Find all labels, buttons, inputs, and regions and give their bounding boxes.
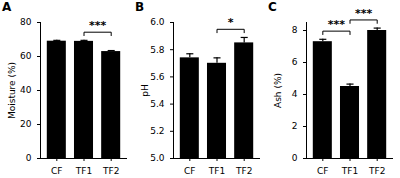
html-text:B: B: [135, 0, 145, 14]
svg-text:Ash (%): Ash (%): [273, 73, 283, 108]
svg-text:CF: CF: [51, 166, 62, 176]
svg-text:5.2: 5.2: [150, 126, 164, 136]
html-text:C: C: [268, 0, 277, 14]
svg-text:Moisture (%): Moisture (%): [7, 62, 17, 119]
svg-text:pH: pH: [140, 84, 150, 96]
svg-text:6: 6: [292, 57, 298, 67]
svg-text:TF2: TF2: [235, 166, 252, 176]
svg-text:***: ***: [355, 7, 373, 20]
svg-text:5.4: 5.4: [150, 99, 165, 109]
svg-text:5.8: 5.8: [150, 45, 165, 55]
svg-text:6.0: 6.0: [150, 17, 165, 27]
svg-text:***: ***: [328, 18, 346, 31]
svg-text:5.0: 5.0: [150, 153, 165, 163]
svg-text:*: *: [228, 16, 234, 29]
svg-text:CF: CF: [184, 166, 195, 176]
svg-text:TF1: TF1: [75, 166, 92, 176]
svg-text:40: 40: [20, 85, 32, 95]
svg-text:***: ***: [89, 19, 107, 32]
svg-text:20: 20: [20, 119, 32, 129]
html-text:A: A: [2, 0, 12, 14]
svg-text:8: 8: [292, 25, 298, 35]
svg-text:TF2: TF2: [102, 166, 119, 176]
svg-text:5.6: 5.6: [150, 72, 165, 82]
svg-text:60: 60: [20, 51, 32, 61]
svg-text:0: 0: [292, 153, 298, 163]
svg-text:TF1: TF1: [341, 166, 358, 176]
svg-text:4: 4: [292, 89, 298, 99]
svg-text:CF: CF: [317, 166, 328, 176]
svg-text:2: 2: [292, 121, 298, 131]
svg-text:TF1: TF1: [208, 166, 225, 176]
svg-text:TF2: TF2: [368, 166, 385, 176]
svg-text:0: 0: [26, 153, 32, 163]
svg-text:80: 80: [20, 17, 32, 27]
